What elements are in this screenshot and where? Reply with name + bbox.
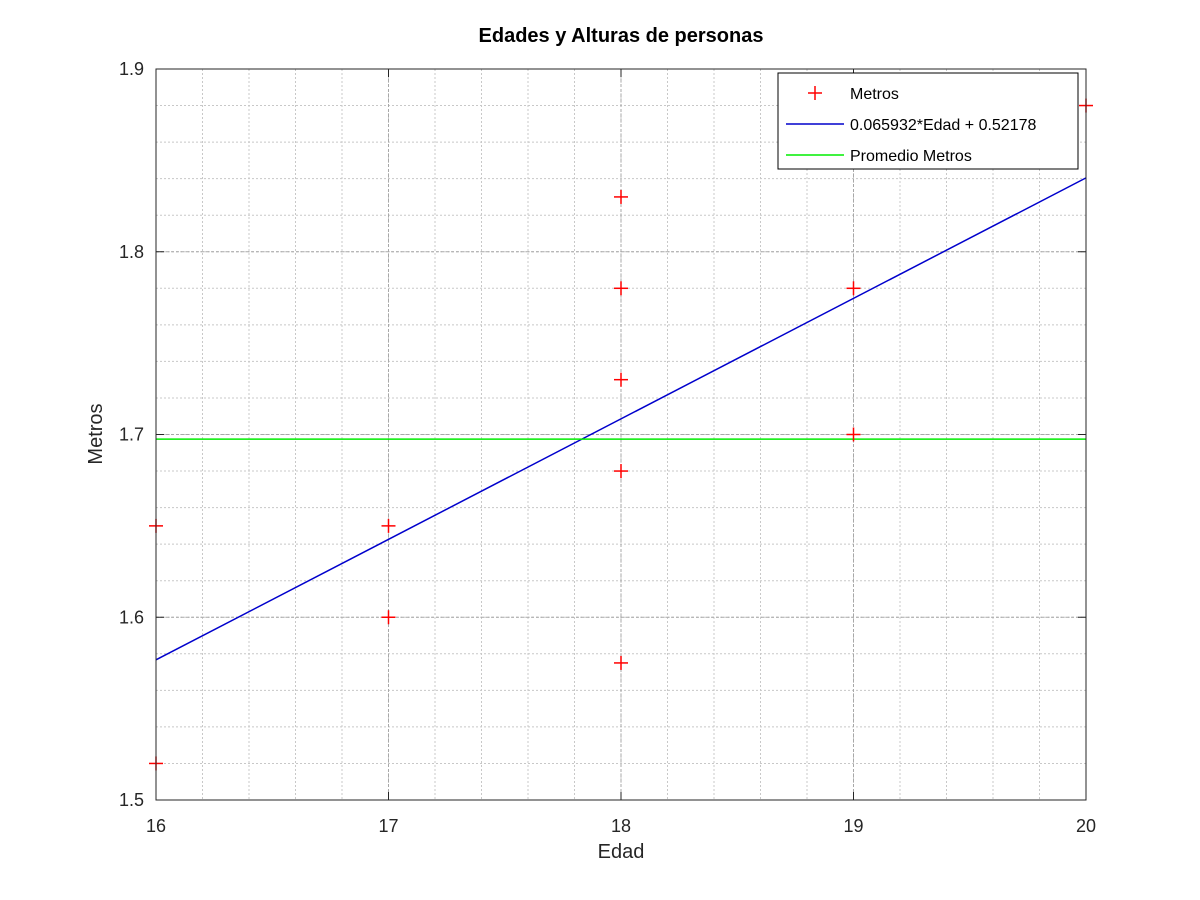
data-point (614, 464, 628, 479)
x-tick-label: 17 (378, 816, 398, 836)
legend-item-promedio: Promedio Metros (786, 148, 972, 165)
y-tick-label: 1.6 (119, 607, 144, 627)
legend: Metros 0.065932*Edad + 0.52178 Promedio … (777, 72, 1079, 170)
ticks (155, 68, 1087, 801)
x-tick-label: 20 (1076, 816, 1096, 836)
legend-item-fit: 0.065932*Edad + 0.52178 (786, 117, 1037, 134)
legend-label-promedio: Promedio Metros (850, 148, 972, 165)
legend-label-metros: Metros (850, 86, 899, 103)
y-axis-label: Metros (85, 403, 107, 464)
data-point (614, 281, 628, 296)
legend-label-fit: 0.065932*Edad + 0.52178 (850, 117, 1037, 134)
y-tick-label: 1.7 (119, 425, 144, 445)
x-tick-label: 19 (843, 816, 863, 836)
y-tick-label: 1.9 (119, 59, 144, 79)
legend-box (777, 72, 1079, 170)
data-point (614, 372, 628, 387)
chart-title: Edades y Alturas de personas (479, 25, 764, 47)
tick-labels: 16 17 18 19 20 1.5 1.6 1.7 1.8 1.9 (119, 59, 1096, 836)
y-tick-label: 1.8 (119, 242, 144, 262)
data-point (381, 518, 396, 533)
y-tick-label: 1.5 (119, 790, 144, 810)
x-tick-label: 18 (611, 816, 631, 836)
data-point (614, 189, 628, 204)
data-point (614, 655, 628, 670)
data-point (846, 427, 861, 442)
data-point (846, 281, 861, 296)
x-axis-label: Edad (598, 841, 645, 863)
legend-item-metros: Metros (808, 86, 899, 103)
regression-line (155, 177, 1087, 661)
x-tick-label: 16 (146, 816, 166, 836)
data-point (381, 610, 396, 625)
